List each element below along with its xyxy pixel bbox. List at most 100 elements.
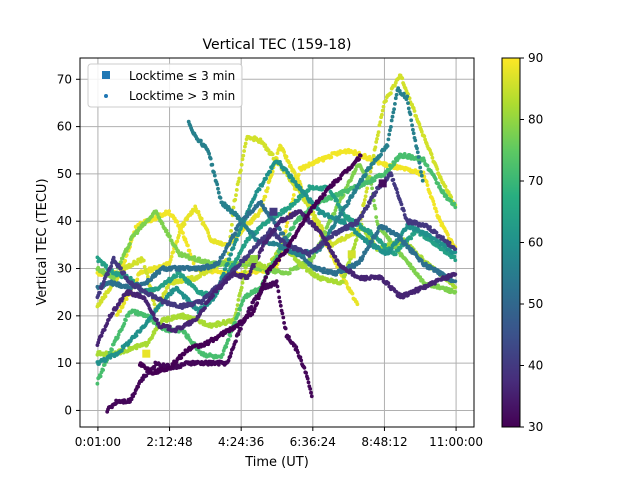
data-point [111, 255, 116, 260]
data-point [312, 271, 317, 276]
data-point [436, 181, 440, 186]
data-point [241, 153, 246, 158]
data-point [417, 160, 422, 165]
data-point [152, 302, 157, 307]
data-point [184, 240, 189, 245]
data-point [207, 151, 212, 156]
data-point [392, 107, 396, 111]
data-point [186, 243, 190, 248]
data-point [239, 162, 244, 167]
data-point [320, 226, 325, 231]
data-point [265, 186, 270, 191]
data-point [409, 118, 414, 123]
data-point [226, 337, 231, 342]
data-point [375, 229, 380, 234]
data-point [419, 129, 424, 134]
data-point [221, 352, 225, 357]
data-point [424, 179, 429, 184]
data-point [409, 236, 414, 241]
data-point [234, 237, 239, 242]
data-point [307, 254, 312, 258]
data-point [216, 186, 220, 191]
data-point [243, 243, 247, 247]
data-point [296, 172, 301, 177]
data-point [282, 150, 286, 154]
data-point [283, 229, 288, 234]
data-point [411, 131, 416, 136]
data-point [347, 260, 352, 265]
data-point [393, 102, 397, 106]
data-point [169, 254, 174, 259]
data-point [234, 188, 239, 192]
data-point [217, 259, 222, 263]
data-point [318, 245, 322, 250]
data-point [432, 202, 436, 207]
data-point [151, 298, 156, 303]
data-point [422, 158, 427, 163]
data-point [363, 172, 368, 177]
data-point [238, 291, 242, 296]
data-point [292, 170, 297, 175]
data-point [95, 381, 100, 386]
data-point [395, 190, 400, 195]
data-point [420, 178, 425, 183]
data-point [296, 266, 300, 271]
data-point [168, 257, 173, 262]
data-point [124, 297, 129, 301]
data-point [374, 140, 379, 144]
data-point [453, 247, 458, 252]
data-point [335, 198, 339, 203]
data-point [387, 132, 392, 137]
data-point [332, 211, 337, 216]
data-point [284, 224, 289, 229]
data-point [238, 262, 242, 267]
data-point [386, 137, 391, 142]
data-point [257, 187, 262, 192]
data-point [453, 285, 458, 290]
data-point [240, 219, 245, 223]
series-track [95, 171, 458, 310]
data-point [255, 230, 260, 235]
data-point [102, 327, 107, 332]
data-point [168, 234, 172, 239]
data-point [103, 294, 108, 299]
data-point [317, 220, 321, 224]
data-point [388, 128, 392, 133]
data-point [192, 255, 197, 259]
data-point [430, 155, 435, 160]
data-point [234, 227, 239, 232]
data-point [199, 216, 204, 221]
data-point [345, 226, 350, 231]
data-point [375, 137, 379, 141]
data-point [333, 254, 338, 259]
data-point [238, 307, 242, 312]
data-point [355, 302, 360, 307]
data-point [236, 179, 241, 184]
data-point [368, 169, 373, 174]
data-point [199, 268, 203, 272]
data-point [118, 309, 123, 314]
data-point [225, 262, 230, 266]
data-point [425, 183, 430, 188]
data-point [174, 274, 179, 279]
data-point [175, 239, 180, 244]
data-point [389, 91, 393, 96]
data-point [214, 289, 219, 294]
data-point [414, 114, 418, 118]
data-point [171, 250, 176, 254]
data-point [419, 173, 424, 178]
data-point [271, 217, 276, 222]
data-point [386, 281, 391, 286]
data-point [367, 201, 372, 205]
data-point [453, 258, 458, 263]
data-point [266, 148, 271, 153]
data-point [102, 279, 106, 284]
data-point [157, 271, 162, 275]
data-point [102, 362, 107, 367]
data-point [266, 220, 271, 224]
data-point [353, 242, 357, 247]
data-point [370, 186, 374, 191]
data-point [417, 122, 422, 127]
data-point [145, 271, 150, 276]
data-point [375, 219, 379, 224]
